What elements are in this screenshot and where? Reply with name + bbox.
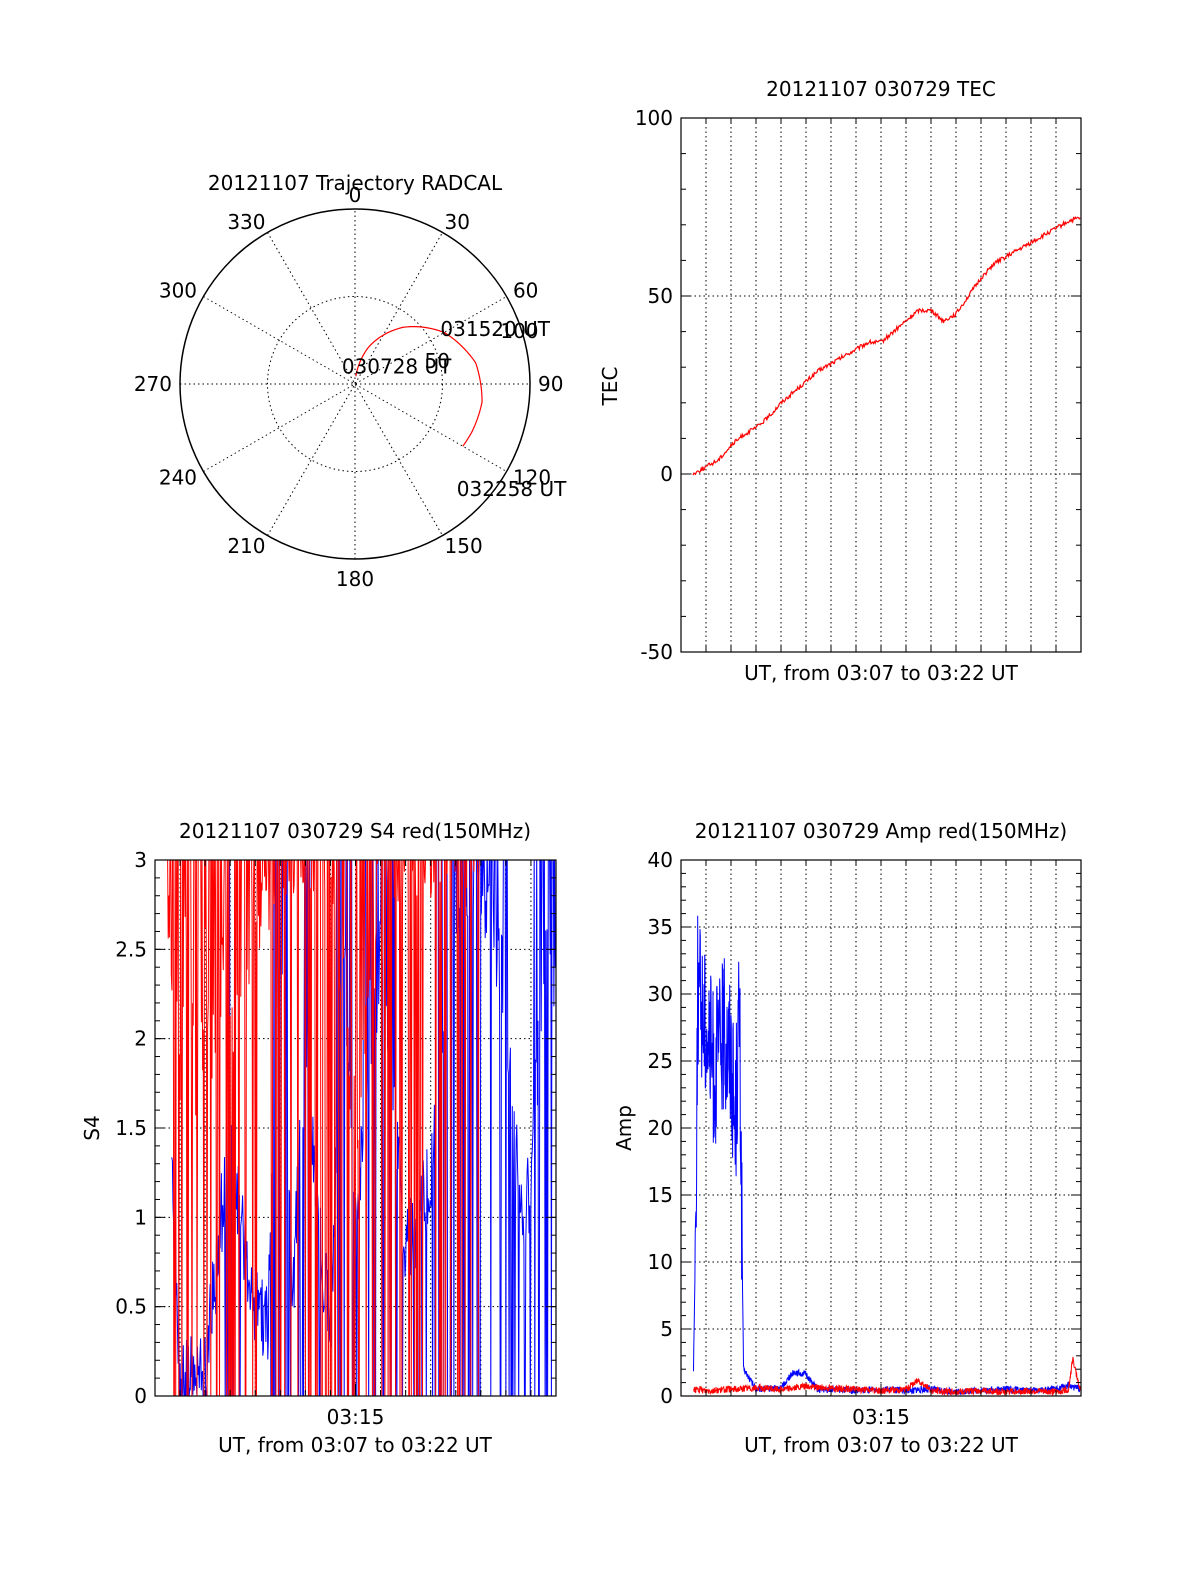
polar-angle-label: 300: [159, 279, 197, 303]
y-tick-label: 2: [134, 1027, 147, 1051]
amp-xlabel: UT, from 03:07 to 03:22 UT: [744, 1433, 1019, 1457]
amp-title: 20121107 030729 Amp red(150MHz): [695, 819, 1067, 843]
y-tick-label: 1.5: [115, 1116, 147, 1140]
polar-angle-label: 0: [349, 183, 362, 207]
y-tick-label: 3: [134, 848, 147, 872]
polar-angle-label: 240: [159, 466, 197, 490]
y-tick-label: 40: [648, 848, 673, 872]
y-tick-label: 100: [635, 106, 673, 130]
y-tick-label: 0: [134, 1384, 147, 1408]
s4-chart: 20121107 030729 S4 red(150MHz) S4 UT, fr…: [80, 819, 557, 1457]
amp-ylabel: Amp: [612, 1105, 636, 1151]
y-tick-label: 50: [648, 284, 673, 308]
polar-time-label: 030728 UT: [342, 354, 452, 378]
polar-chart: 20121107 Trajectory RADCAL 0 30 60 90 120 150…: [134, 171, 567, 591]
polar-title: 20121107 Trajectory RADCAL: [208, 171, 503, 195]
s4-ylabel: S4: [80, 1115, 104, 1140]
y-tick-label: 35: [648, 915, 673, 939]
polar-angle-label: 180: [336, 567, 374, 591]
amp-plot-area: 0 5 10 15 20 25 30 35 40 03:15: [648, 848, 1082, 1429]
polar-angle-label: 270: [134, 372, 172, 396]
y-tick-label: 0: [660, 1384, 673, 1408]
y-tick-label: 0.5: [115, 1295, 147, 1319]
polar-angle-label: 60: [513, 279, 538, 303]
polar-angle-label: 120: [513, 466, 551, 490]
polar-radius-labels: 50 100: [424, 319, 538, 373]
series-group: [692, 215, 1081, 476]
y-tick-label: 30: [648, 982, 673, 1006]
tec-plot-area: -50 0 50 100: [635, 106, 1082, 664]
polar-angle-label: 30: [445, 210, 470, 234]
series-line: [692, 215, 1081, 476]
x-tick-label: 03:15: [852, 1405, 910, 1429]
tec-xlabel: UT, from 03:07 to 03:22 UT: [744, 661, 1019, 685]
y-tick-label: -50: [640, 640, 673, 664]
polar-angle-label: 210: [227, 534, 265, 558]
y-tick-label: 10: [648, 1250, 673, 1274]
s4-title: 20121107 030729 S4 red(150MHz): [179, 819, 531, 843]
polar-radius-label: 100: [500, 319, 538, 343]
y-tick-label: 0: [660, 462, 673, 486]
polar-series: [355, 325, 483, 447]
y-tick-label: 2.5: [115, 937, 147, 961]
polar-annotations: 030728 UT 031520 UT 032258 UT: [342, 317, 567, 501]
tec-title: 20121107 030729 TEC: [766, 77, 996, 101]
polar-time-label: 032258 UT: [457, 477, 567, 501]
polar-time-label: 031520 UT: [440, 317, 550, 341]
series-line: [693, 915, 1081, 1396]
y-tick-label: 25: [648, 1049, 673, 1073]
polar-radius-label: 50: [424, 349, 449, 373]
series-line: [167, 860, 481, 1396]
tec-chart: 20121107 030729 TEC TEC UT, from 03:07 t…: [598, 77, 1082, 685]
polar-angle-label: 90: [538, 372, 563, 396]
polar-trajectory-line: [355, 325, 483, 447]
polar-angle-labels: 0 30 60 90 120 150 180 210 240 270 300 330: [134, 183, 564, 591]
polar-angle-label: 150: [445, 534, 483, 558]
y-tick-label: 15: [648, 1183, 673, 1207]
series-group: [693, 915, 1081, 1396]
series-group: [167, 860, 556, 1396]
y-tick-label: 20: [648, 1116, 673, 1140]
y-tick-label: 1: [134, 1205, 147, 1229]
polar-angle-label: 330: [227, 210, 265, 234]
s4-xlabel: UT, from 03:07 to 03:22 UT: [218, 1433, 493, 1457]
s4-plot-area: 0 0.5 1 1.5 2 2.5 3 03:15: [115, 848, 557, 1429]
x-tick-label: 03:15: [327, 1405, 385, 1429]
series-line: [693, 1356, 1081, 1396]
amp-chart: 20121107 030729 Amp red(150MHz) Amp UT, …: [612, 819, 1082, 1457]
y-tick-label: 5: [660, 1317, 673, 1341]
polar-grid: [179, 208, 531, 560]
tec-ylabel: TEC: [598, 367, 622, 407]
